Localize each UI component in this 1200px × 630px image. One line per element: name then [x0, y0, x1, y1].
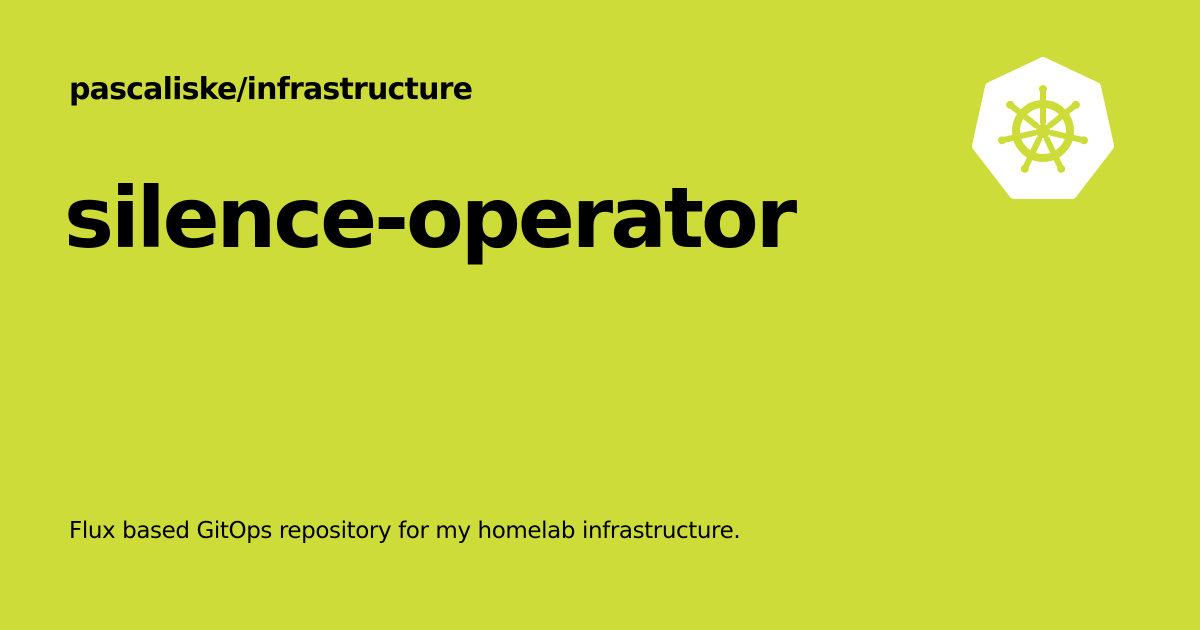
repository-description: Flux based GitOps repository for my home…	[69, 518, 741, 544]
kubernetes-helm-wheel-icon	[968, 56, 1118, 206]
page-title: silence-operator	[64, 169, 797, 267]
repository-name: pascaliske/infrastructure	[69, 72, 473, 107]
